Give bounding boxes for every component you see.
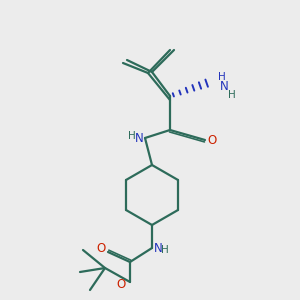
Text: H: H: [218, 72, 226, 82]
Text: O: O: [207, 134, 217, 148]
Text: N: N: [135, 133, 144, 146]
Text: O: O: [116, 278, 126, 290]
Text: H: H: [228, 90, 236, 100]
Text: O: O: [96, 242, 106, 256]
Text: N: N: [220, 80, 229, 94]
Text: H: H: [161, 245, 169, 255]
Text: H: H: [128, 131, 136, 141]
Text: N: N: [154, 242, 163, 256]
